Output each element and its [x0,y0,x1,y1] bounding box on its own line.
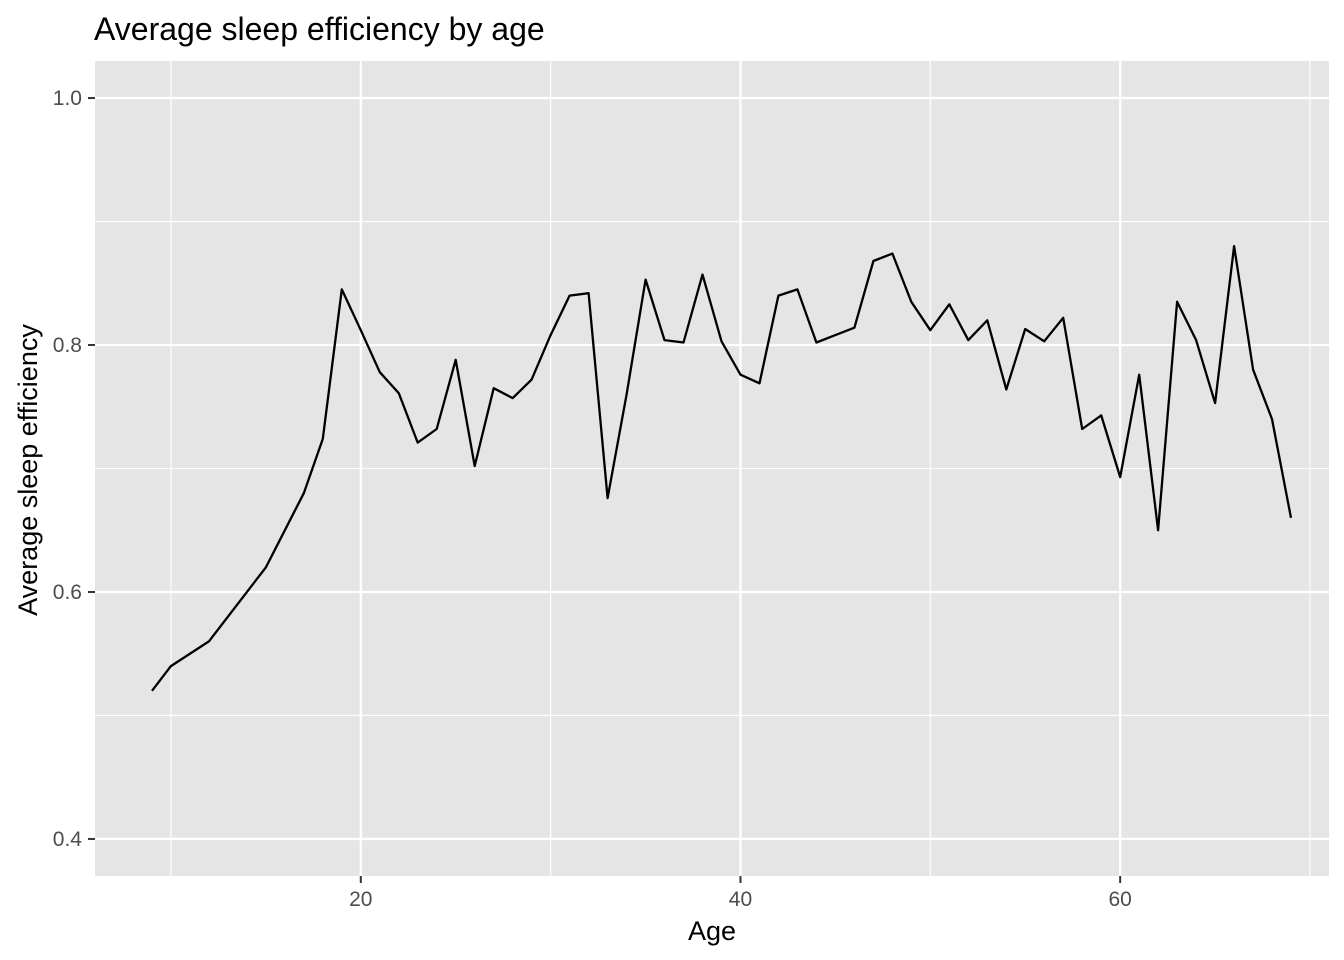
x-tick-label: 20 [349,888,372,911]
y-tick-label: 1.0 [53,87,82,110]
y-axis-title: Average sleep efficiency [13,324,43,616]
y-tick-label: 0.8 [53,334,82,357]
axis-ticks [88,97,1122,883]
x-tick-label: 40 [729,888,752,911]
y-tick-labels: 0.4 0.6 0.8 1.0 [53,87,83,851]
y-tick-label: 0.4 [53,828,83,851]
y-tick-label: 0.6 [53,581,82,604]
minor-gridlines [95,61,1329,876]
series-line [151,245,1293,692]
major-gridlines [95,61,1329,876]
x-tick-label: 60 [1108,888,1131,911]
chart-title: Average sleep efficiency by age [94,11,545,47]
x-tick-labels: 20 40 60 [349,888,1132,911]
x-axis-title: Age [688,916,736,946]
